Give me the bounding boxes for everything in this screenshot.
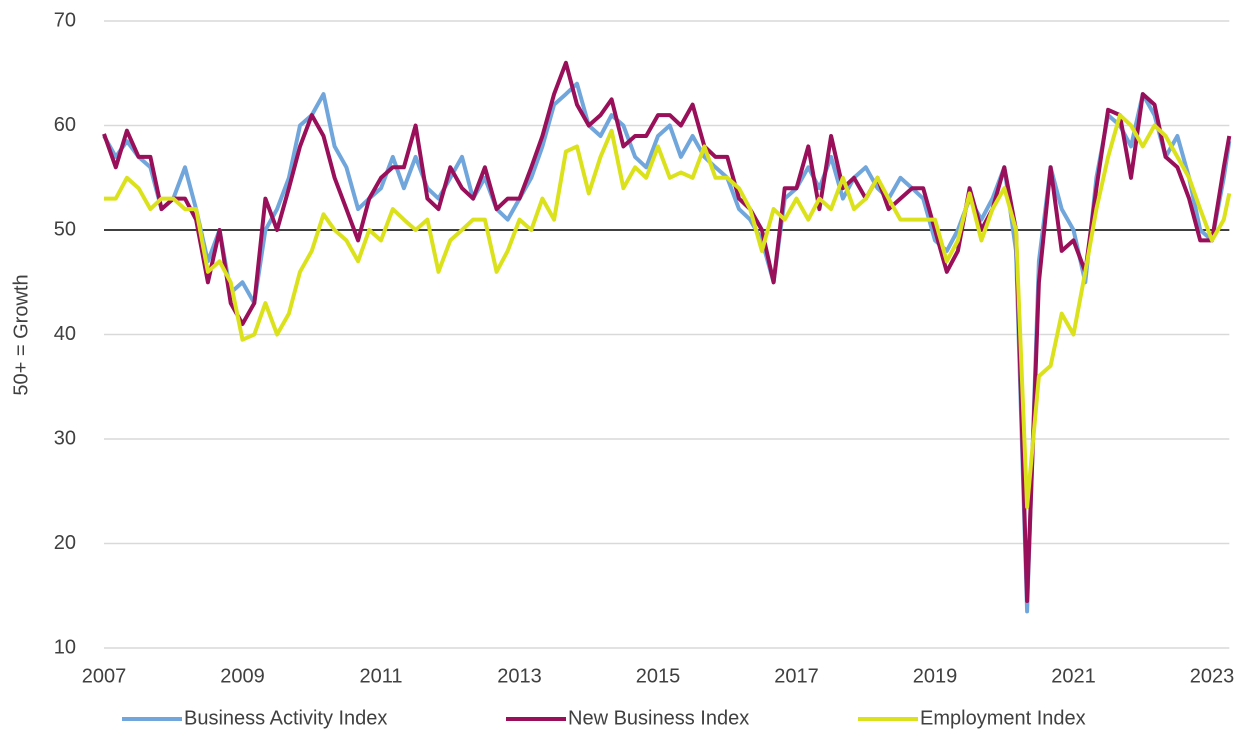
y-tick-label: 50: [54, 218, 76, 240]
x-tick-label: 2023: [1190, 665, 1235, 687]
series-line: [104, 113, 1232, 509]
y-tick-label: 20: [54, 532, 76, 554]
x-tick-label: 2013: [497, 665, 542, 687]
x-tick-label: 2021: [1051, 665, 1096, 687]
y-tick-label: 30: [54, 427, 76, 449]
x-tick-label: 2017: [774, 665, 819, 687]
y-tick-label: 10: [54, 636, 76, 658]
y-tick-label: 40: [54, 323, 76, 345]
x-tick-label: 2007: [82, 665, 127, 687]
legend-label: Business Activity Index: [184, 707, 387, 729]
series-line: [102, 60, 1232, 603]
x-tick-label: 2019: [913, 665, 958, 687]
x-tick-label: 2009: [220, 665, 265, 687]
y-tick-label: 70: [54, 9, 76, 31]
y-axis-label: 50+ = Growth: [10, 274, 32, 395]
y-tick-label: 60: [54, 114, 76, 136]
series-line: [102, 81, 1232, 614]
legend-label: New Business Index: [568, 707, 749, 729]
x-tick-label: 2015: [636, 665, 681, 687]
legend-label: Employment Index: [920, 707, 1086, 729]
x-tick-label: 2011: [359, 665, 402, 687]
